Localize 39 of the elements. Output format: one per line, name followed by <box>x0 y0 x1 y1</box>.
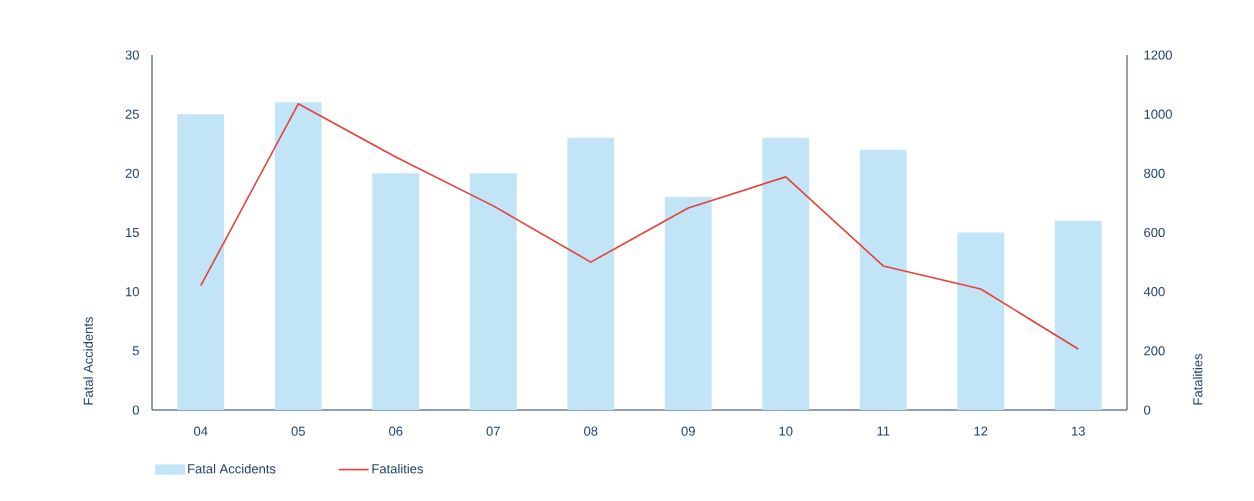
y-tick-label: 5 <box>132 346 139 356</box>
bar <box>469 173 517 410</box>
x-tick-label: 05 <box>291 426 305 436</box>
y2-tick-label: 1000 <box>1144 109 1172 119</box>
bar <box>859 149 907 410</box>
bar <box>274 102 322 410</box>
y-tick-label: 30 <box>125 50 139 60</box>
y-axis-title: Fatal Accidents <box>83 317 93 405</box>
x-tick-label: 08 <box>584 426 598 436</box>
x-tick-label: 12 <box>974 426 988 436</box>
legend-label: Fatal Accidents <box>188 463 276 474</box>
y-tick-label: 15 <box>126 227 139 238</box>
bar <box>957 232 1005 410</box>
line-series <box>199 103 1080 350</box>
x-tick-label: 10 <box>779 426 793 436</box>
y-tick-label: 25 <box>125 109 139 119</box>
y-tick-label: 0 <box>132 405 139 415</box>
y2-tick-label: 600 <box>1144 227 1165 238</box>
y2-tick-label: 0 <box>1144 405 1151 415</box>
y2-tick-label: 200 <box>1144 346 1165 356</box>
x-tick-label: 04 <box>194 426 208 436</box>
x-tick-label: 09 <box>681 426 695 436</box>
y2-tick-label: 1200 <box>1144 50 1172 60</box>
legend-label: Fatalities <box>372 463 423 474</box>
bar <box>177 114 225 410</box>
y-tick-label: 10 <box>126 287 139 297</box>
x-tick-label: 07 <box>486 426 500 436</box>
y-tick-label: 20 <box>125 168 139 178</box>
bar <box>762 137 810 410</box>
y2-tick-label: 400 <box>1143 287 1165 297</box>
x-tick-label: 11 <box>877 426 890 436</box>
x-tick-label: 13 <box>1072 426 1085 436</box>
y2-tick-label: 800 <box>1144 168 1165 178</box>
x-tick-label: 06 <box>389 426 403 436</box>
bar <box>1054 220 1102 410</box>
bar <box>664 196 712 410</box>
y2-axis-title: Fatalities <box>1192 353 1203 405</box>
bar <box>372 173 420 410</box>
bar <box>567 137 615 410</box>
